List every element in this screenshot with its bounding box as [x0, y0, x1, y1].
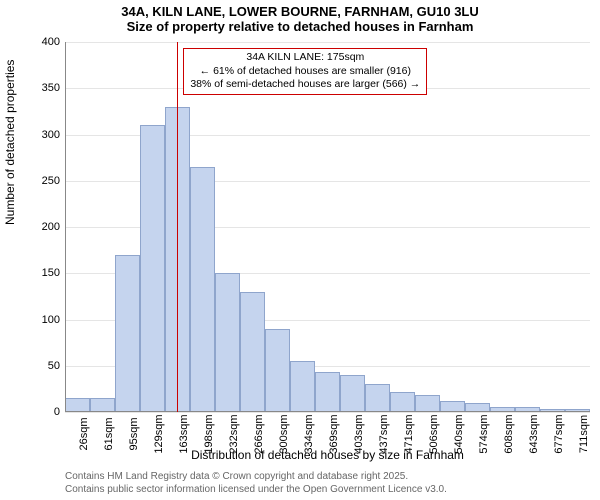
x-tick-label: 471sqm: [403, 414, 415, 453]
y-tick-label: 400: [30, 36, 60, 48]
attribution-line-2: Contains public sector information licen…: [65, 484, 447, 497]
attribution-block: Contains HM Land Registry data © Crown c…: [65, 471, 447, 496]
annotation-line-1: 34A KILN LANE: 175sqm: [190, 51, 420, 65]
title-line-1: 34A, KILN LANE, LOWER BOURNE, FARNHAM, G…: [0, 4, 600, 19]
x-tick-label: 711sqm: [578, 415, 590, 453]
chart-container: 34A, KILN LANE, LOWER BOURNE, FARNHAM, G…: [0, 0, 600, 500]
y-tick-label: 300: [30, 129, 60, 141]
histogram-bar: [115, 255, 140, 412]
histogram-bar: [315, 372, 340, 412]
x-tick-label: 198sqm: [203, 414, 215, 453]
x-tick-label: 506sqm: [428, 414, 440, 453]
histogram-bar: [65, 398, 90, 412]
x-tick-label: 95sqm: [128, 417, 140, 450]
plot-area: 34A KILN LANE: 175sqm← 61% of detached h…: [65, 42, 590, 412]
x-tick-label: 266sqm: [253, 414, 265, 453]
x-tick-label: 334sqm: [303, 414, 315, 453]
title-block: 34A, KILN LANE, LOWER BOURNE, FARNHAM, G…: [0, 0, 600, 34]
title-line-2: Size of property relative to detached ho…: [0, 19, 600, 34]
histogram-bar: [140, 125, 165, 412]
y-axis-label: Number of detached properties: [3, 60, 17, 225]
x-tick-label: 369sqm: [328, 414, 340, 453]
y-tick-label: 200: [30, 221, 60, 233]
histogram-bar: [415, 395, 440, 412]
histogram-bar: [240, 292, 265, 412]
y-tick-label: 100: [30, 314, 60, 326]
histogram-bar: [390, 392, 415, 412]
x-tick-label: 232sqm: [228, 414, 240, 453]
annotation-line-3: 38% of semi-detached houses are larger (…: [190, 78, 420, 92]
x-tick-label: 540sqm: [453, 414, 465, 453]
x-tick-label: 300sqm: [278, 414, 290, 453]
histogram-bar: [215, 273, 240, 412]
annotation-line-2: ← 61% of detached houses are smaller (91…: [190, 65, 420, 79]
x-tick-label: 677sqm: [553, 414, 565, 453]
y-tick-label: 250: [30, 175, 60, 187]
marker-line: [177, 42, 178, 412]
x-tick-label: 129sqm: [153, 414, 165, 453]
x-tick-label: 608sqm: [503, 414, 515, 453]
histogram-bar: [90, 398, 115, 412]
x-axis-line: [65, 411, 590, 412]
x-tick-label: 61sqm: [103, 417, 115, 450]
y-tick-label: 350: [30, 82, 60, 94]
x-tick-label: 163sqm: [178, 414, 190, 453]
histogram-bar: [340, 375, 365, 412]
histogram-bar: [265, 329, 290, 412]
x-tick-label: 643sqm: [528, 414, 540, 453]
y-axis-line: [65, 42, 66, 412]
y-tick-label: 0: [30, 406, 60, 418]
gridline: [65, 42, 590, 43]
histogram-bar: [290, 361, 315, 412]
annotation-box: 34A KILN LANE: 175sqm← 61% of detached h…: [183, 48, 427, 95]
x-tick-label: 26sqm: [78, 417, 90, 450]
histogram-bar: [365, 384, 390, 412]
x-tick-label: 574sqm: [478, 414, 490, 453]
x-tick-label: 437sqm: [378, 414, 390, 453]
attribution-line-1: Contains HM Land Registry data © Crown c…: [65, 471, 447, 484]
y-tick-label: 50: [30, 360, 60, 372]
y-tick-label: 150: [30, 267, 60, 279]
gridline: [65, 412, 590, 413]
x-tick-label: 403sqm: [353, 414, 365, 453]
histogram-bar: [190, 167, 215, 412]
